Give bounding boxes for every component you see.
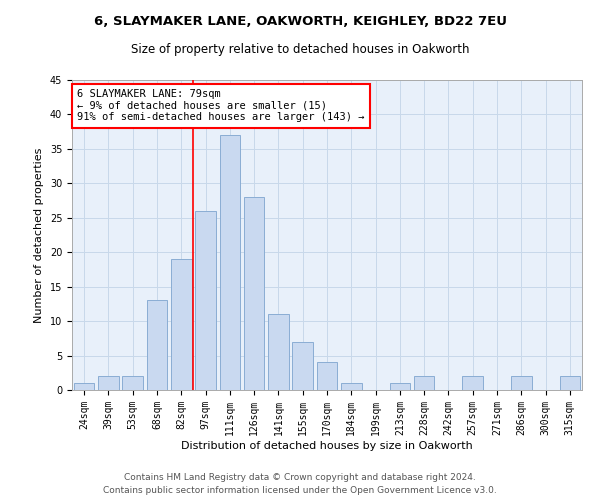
Bar bbox=[341, 383, 362, 390]
Bar bbox=[171, 259, 191, 390]
Bar bbox=[98, 376, 119, 390]
Text: Size of property relative to detached houses in Oakworth: Size of property relative to detached ho… bbox=[131, 42, 469, 56]
Bar bbox=[292, 342, 313, 390]
Bar bbox=[268, 314, 289, 390]
Text: 6 SLAYMAKER LANE: 79sqm
← 9% of detached houses are smaller (15)
91% of semi-det: 6 SLAYMAKER LANE: 79sqm ← 9% of detached… bbox=[77, 90, 365, 122]
Bar bbox=[220, 135, 240, 390]
Bar bbox=[122, 376, 143, 390]
Bar bbox=[244, 197, 265, 390]
Bar bbox=[389, 383, 410, 390]
Bar bbox=[560, 376, 580, 390]
Bar bbox=[414, 376, 434, 390]
X-axis label: Distribution of detached houses by size in Oakworth: Distribution of detached houses by size … bbox=[181, 440, 473, 450]
Bar bbox=[463, 376, 483, 390]
Y-axis label: Number of detached properties: Number of detached properties bbox=[34, 148, 44, 322]
Bar bbox=[146, 300, 167, 390]
Bar bbox=[74, 383, 94, 390]
Text: Contains HM Land Registry data © Crown copyright and database right 2024.
Contai: Contains HM Land Registry data © Crown c… bbox=[103, 474, 497, 495]
Text: 6, SLAYMAKER LANE, OAKWORTH, KEIGHLEY, BD22 7EU: 6, SLAYMAKER LANE, OAKWORTH, KEIGHLEY, B… bbox=[94, 15, 506, 28]
Bar bbox=[195, 211, 216, 390]
Bar bbox=[511, 376, 532, 390]
Bar bbox=[317, 362, 337, 390]
